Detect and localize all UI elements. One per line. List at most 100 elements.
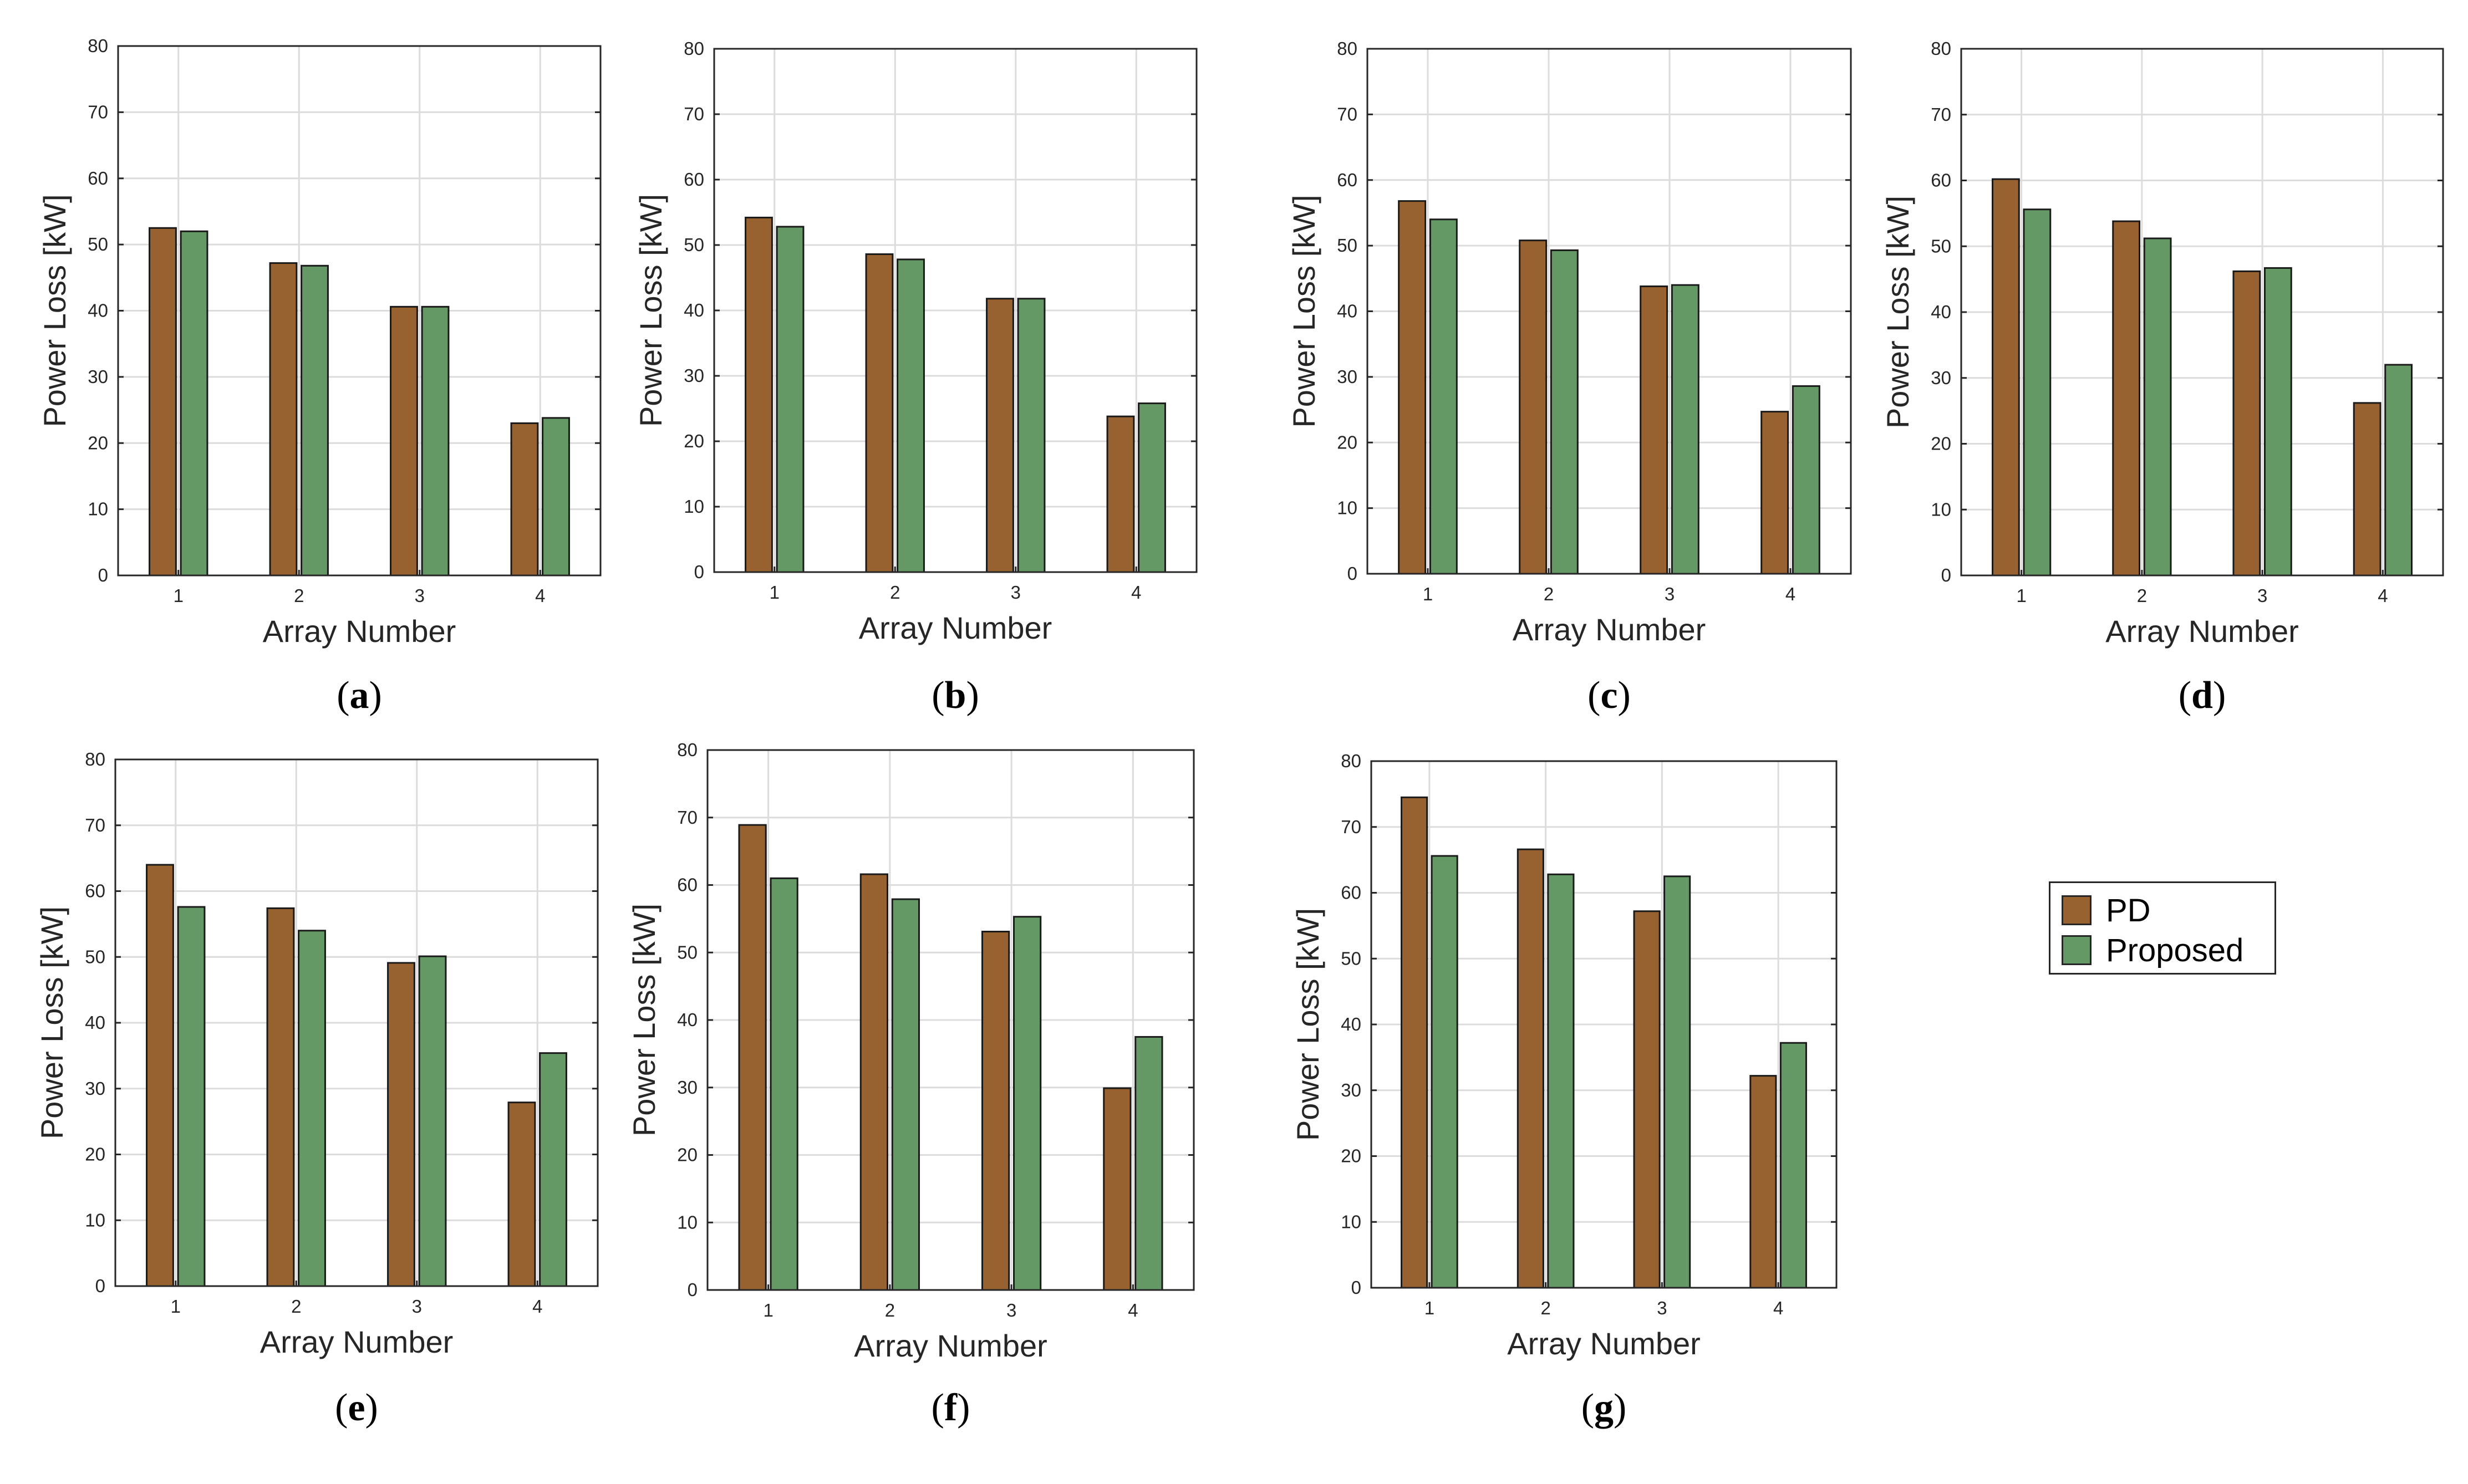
bar-proposed-1 <box>1431 855 1458 1289</box>
bar-proposed-4 <box>1138 402 1166 573</box>
y-tick-label: 60 <box>85 881 105 901</box>
bar-proposed-1 <box>180 230 208 577</box>
x-axis-title: Array Number <box>263 614 456 649</box>
bar-pd-2 <box>865 253 894 573</box>
y-tick-label: 10 <box>85 1210 105 1230</box>
y-tick-label: 0 <box>688 1279 698 1300</box>
x-tick-label: 1 <box>770 582 780 603</box>
x-tick-label: 2 <box>890 582 900 603</box>
y-tick-label: 0 <box>98 565 108 585</box>
y-tick-label: 30 <box>1337 366 1357 387</box>
y-axis-title: Power Loss [kW] <box>627 904 661 1136</box>
x-tick-label: 1 <box>1424 1298 1434 1318</box>
bar-pd-1 <box>1398 200 1427 575</box>
panel-label-c: (c) <box>1587 674 1631 717</box>
panel-label-d: (d) <box>2178 674 2226 717</box>
x-tick-label: 2 <box>294 585 304 606</box>
bar-proposed-1 <box>2023 208 2052 577</box>
y-tick-label: 50 <box>1337 235 1357 256</box>
y-tick-label: 60 <box>88 168 108 188</box>
y-tick-label: 20 <box>1341 1146 1361 1166</box>
bar-pd-4 <box>1760 411 1789 575</box>
bar-pd-2 <box>1517 848 1544 1289</box>
x-tick-label: 4 <box>2378 585 2388 606</box>
y-axis: 0 10 20 30 40 50 60 70 80 <box>684 38 1197 582</box>
x-axis: 1 2 3 4 <box>770 567 1141 603</box>
y-tick-label: 60 <box>677 875 698 895</box>
y-tick-label: 80 <box>1341 751 1361 771</box>
bar-proposed-3 <box>1671 284 1699 575</box>
y-tick-label: 80 <box>684 38 704 59</box>
y-tick-label: 80 <box>85 749 105 769</box>
x-tick-label: 4 <box>1773 1298 1783 1318</box>
y-tick-label: 70 <box>684 104 704 124</box>
y-axis-title: Power Loss [kW] <box>1880 196 1915 429</box>
y-tick-label: 40 <box>85 1012 105 1033</box>
y-tick-label: 60 <box>1337 170 1357 190</box>
x-axis: 1 2 3 4 <box>1424 1282 1783 1318</box>
y-tick-label: 40 <box>1341 1014 1361 1034</box>
y-tick-label: 50 <box>677 942 698 962</box>
x-axis: 1 2 3 4 <box>763 1284 1138 1320</box>
bars <box>1398 200 1820 575</box>
legend-swatch-pd <box>2062 895 2092 925</box>
y-tick-label: 70 <box>1337 104 1357 124</box>
x-tick-label: 3 <box>1011 582 1021 603</box>
legend-swatch-proposed <box>2062 935 2092 965</box>
y-tick-label: 20 <box>684 431 704 451</box>
y-tick-label: 70 <box>88 101 108 122</box>
y-tick-label: 40 <box>684 300 704 320</box>
y-tick-label: 30 <box>677 1077 698 1098</box>
x-tick-label: 4 <box>1785 584 1795 604</box>
panel-label-b: (b) <box>932 674 979 717</box>
bar-pd-2 <box>859 873 888 1291</box>
y-tick-label: 50 <box>1931 236 1951 256</box>
x-tick-label: 4 <box>535 585 545 606</box>
x-tick-label: 4 <box>532 1296 542 1317</box>
y-tick-label: 20 <box>1337 432 1357 452</box>
y-tick-label: 80 <box>677 740 698 760</box>
bar-proposed-2 <box>301 264 329 577</box>
bars <box>149 227 570 577</box>
y-axis: 0 10 20 30 40 50 60 70 80 <box>1337 38 1851 584</box>
bar-pd-3 <box>390 305 418 577</box>
bar-proposed-2 <box>897 258 925 573</box>
y-tick-label: 40 <box>1337 301 1357 322</box>
bar-proposed-2 <box>298 930 326 1287</box>
bar-proposed-2 <box>1547 873 1575 1289</box>
y-tick-label: 40 <box>88 300 108 321</box>
y-tick-label: 80 <box>88 35 108 56</box>
legend-item-proposed: Proposed <box>2062 931 2243 970</box>
x-axis-title: Array Number <box>854 1328 1047 1363</box>
bar-pd-1 <box>745 216 773 573</box>
y-axis-title: Power Loss [kW] <box>34 906 69 1139</box>
y-tick-label: 10 <box>1337 498 1357 518</box>
bar-pd-4 <box>2353 402 2382 577</box>
y-tick-label: 20 <box>85 1144 105 1165</box>
x-tick-label: 2 <box>885 1300 895 1320</box>
x-axis: 1 2 3 4 <box>2016 570 2388 606</box>
y-tick-label: 70 <box>1341 817 1361 837</box>
y-tick-label: 80 <box>1931 38 1951 59</box>
x-tick-label: 1 <box>171 1296 181 1317</box>
y-tick-label: 20 <box>677 1145 698 1165</box>
y-tick-label: 60 <box>684 169 704 190</box>
panel-label-f: (f) <box>931 1386 970 1429</box>
y-tick-label: 30 <box>684 365 704 386</box>
y-axis: 0 10 20 30 40 50 60 70 80 <box>1931 38 2443 585</box>
y-tick-label: 70 <box>85 815 105 835</box>
y-tick-label: 10 <box>1341 1211 1361 1232</box>
y-tick-label: 30 <box>88 366 108 387</box>
y-tick-label: 50 <box>1341 948 1361 968</box>
x-axis-title: Array Number <box>1513 612 1706 647</box>
bar-pd-4 <box>1749 1075 1777 1289</box>
bar-pd-3 <box>1640 285 1668 575</box>
bar-proposed-1 <box>177 906 206 1287</box>
x-tick-label: 1 <box>1423 584 1433 604</box>
y-tick-label: 60 <box>1931 170 1951 191</box>
